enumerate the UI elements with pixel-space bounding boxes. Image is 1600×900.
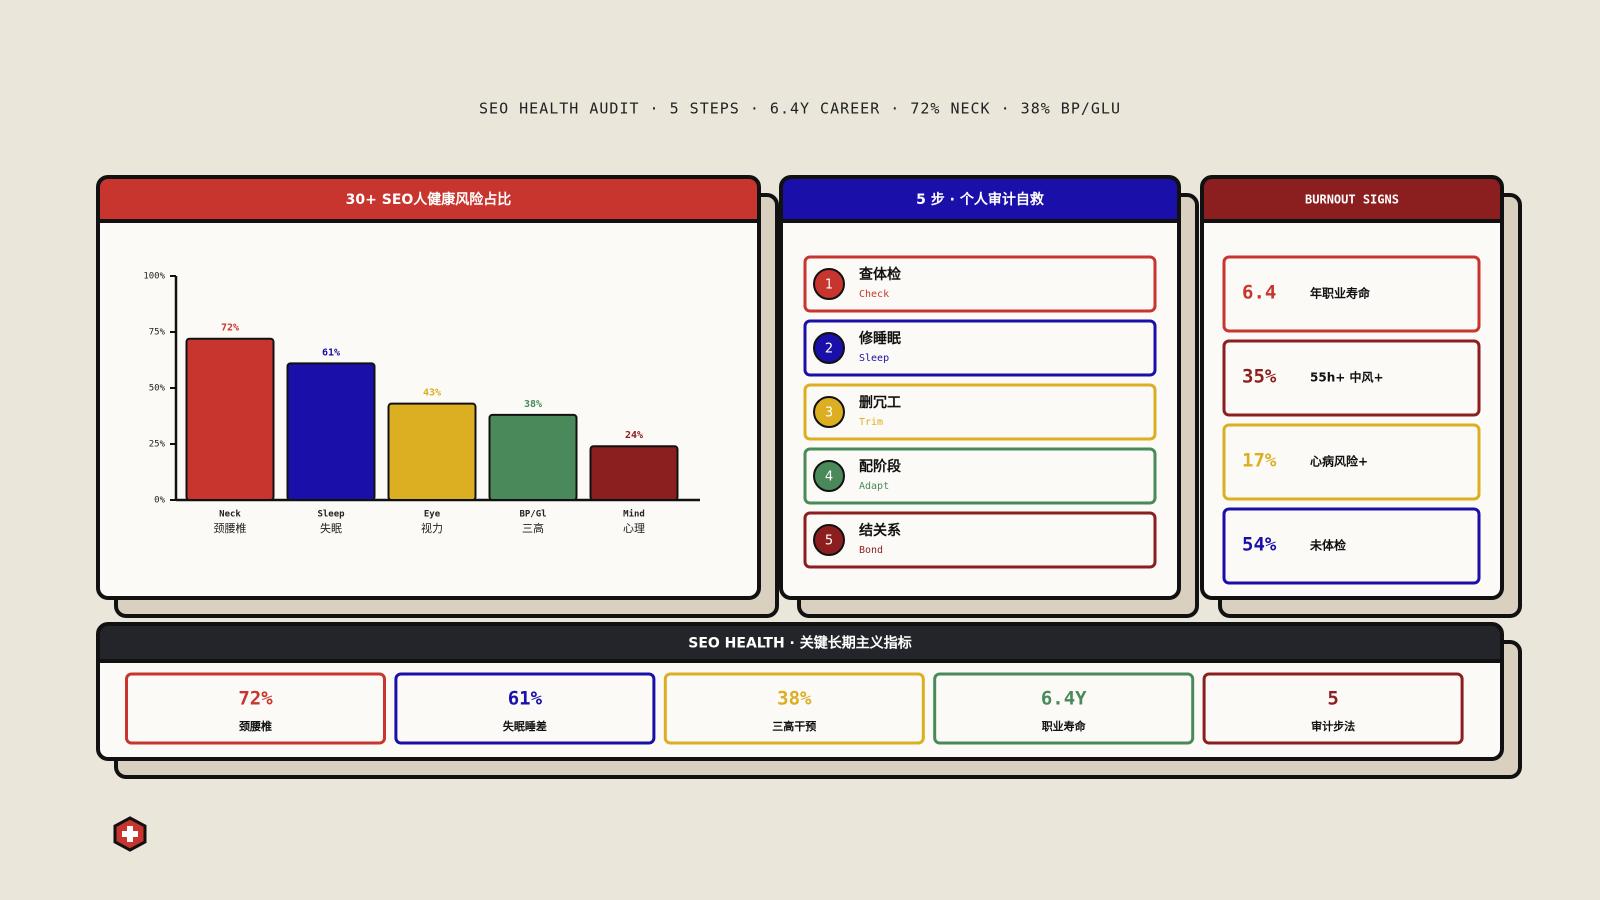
- panel-title: 5 步 · 个人审计自救: [916, 191, 1045, 208]
- metric-value: 61%: [508, 688, 543, 710]
- step-badge: [813, 460, 845, 492]
- x-tick-sublabel: 心理: [623, 522, 645, 535]
- step-badge: [813, 332, 845, 364]
- value-label: 38%: [524, 399, 542, 410]
- bar: [185, 337, 275, 501]
- step-number: 3: [825, 406, 833, 421]
- sign-value: 17%: [1242, 450, 1277, 472]
- value-label: 72%: [221, 323, 239, 334]
- x-tick-label: BP/Gl: [519, 510, 546, 520]
- step-card: [803, 447, 1157, 505]
- step-card: [803, 255, 1157, 313]
- step-badge: [813, 524, 845, 556]
- value-label: 43%: [423, 388, 441, 399]
- x-tick-sublabel: 三高: [522, 521, 544, 535]
- panel-outline: [96, 175, 761, 600]
- step-title: 查体检: [859, 266, 901, 283]
- metric-value: 72%: [238, 688, 273, 710]
- logo: [113, 816, 147, 852]
- panel-header: [781, 209, 1179, 221]
- panel-title: 30+ SEO人健康风险占比: [346, 191, 512, 208]
- x-tick-label: Sleep: [317, 510, 345, 520]
- step-subtitle: Trim: [859, 417, 883, 428]
- bar: [387, 402, 477, 501]
- sign-card: [1222, 423, 1481, 501]
- metric-label: 三高干预: [772, 719, 816, 733]
- metric-value: 6.4Y: [1041, 688, 1087, 710]
- step-title: 结关系: [859, 522, 901, 539]
- y-tick-label: 75%: [149, 328, 166, 338]
- metric-label: 失眠睡差: [503, 719, 547, 733]
- x-tick-label: Eye: [424, 510, 441, 520]
- step-subtitle: Sleep: [859, 353, 889, 364]
- panel-title: SEO HEALTH · 关键长期主义指标: [688, 635, 911, 652]
- step-number: 5: [825, 534, 833, 549]
- y-tick-label: 0%: [154, 496, 165, 506]
- panel-header: [98, 649, 1502, 661]
- metric-value: 38%: [777, 688, 812, 710]
- bar: [286, 362, 376, 501]
- step-number: 2: [825, 342, 833, 357]
- value-label: 24%: [625, 430, 643, 441]
- panel-header: [98, 209, 759, 221]
- sign-label: 年职业寿命: [1310, 286, 1371, 301]
- step-subtitle: Check: [859, 289, 889, 300]
- step-card: [803, 383, 1157, 441]
- sign-card: [1222, 339, 1481, 417]
- sign-value: 54%: [1242, 534, 1277, 556]
- sign-label: 心病风险+: [1310, 454, 1368, 469]
- step-title: 配阶段: [859, 458, 901, 475]
- page-title: SEO HEALTH AUDIT · 5 STEPS · 6.4Y CAREER…: [479, 100, 1121, 118]
- metric-label: 职业寿命: [1042, 719, 1087, 733]
- panel-outline: [1200, 175, 1504, 600]
- x-tick-sublabel: 失眠: [320, 522, 342, 535]
- bar: [488, 413, 578, 502]
- metric-card: [933, 672, 1195, 745]
- bar: [589, 445, 679, 501]
- sign-card: [1222, 255, 1481, 333]
- x-tick-sublabel: 视力: [421, 521, 443, 535]
- value-label: 61%: [322, 347, 340, 358]
- metric-label: 颈腰椎: [239, 719, 272, 733]
- step-number: 4: [825, 470, 833, 485]
- step-number: 1: [825, 278, 833, 293]
- panel-header: [1202, 209, 1502, 221]
- step-badge: [813, 396, 845, 428]
- sign-card: [1222, 507, 1481, 585]
- step-card: [803, 511, 1157, 569]
- x-tick-sublabel: 颈腰椎: [214, 521, 247, 535]
- metric-card: [1202, 672, 1464, 745]
- step-badge: [813, 268, 845, 300]
- step-subtitle: Adapt: [859, 481, 889, 492]
- y-tick-label: 25%: [149, 440, 166, 450]
- step-card: [803, 319, 1157, 377]
- metric-card: [394, 672, 656, 745]
- sign-label: 55h+ 中风+: [1310, 370, 1384, 385]
- x-tick-label: Neck: [219, 510, 241, 520]
- y-tick-label: 50%: [149, 384, 166, 394]
- metric-label: 审计步法: [1311, 719, 1355, 733]
- panel-outline: [96, 622, 1504, 761]
- step-subtitle: Bond: [859, 545, 883, 556]
- step-title: 修睡眠: [858, 330, 901, 347]
- x-tick-label: Mind: [623, 509, 645, 520]
- sign-value: 6.4: [1242, 282, 1276, 304]
- metric-card: [125, 672, 386, 745]
- sign-value: 35%: [1242, 366, 1277, 388]
- panel-title: BURNOUT SIGNS: [1305, 193, 1399, 207]
- y-tick-label: 100%: [143, 272, 165, 282]
- metric-card: [663, 672, 925, 745]
- metric-value: 5: [1327, 688, 1338, 710]
- sign-label: 未体检: [1309, 538, 1346, 553]
- step-title: 删冗工: [859, 395, 901, 411]
- panel-outline: [779, 175, 1181, 600]
